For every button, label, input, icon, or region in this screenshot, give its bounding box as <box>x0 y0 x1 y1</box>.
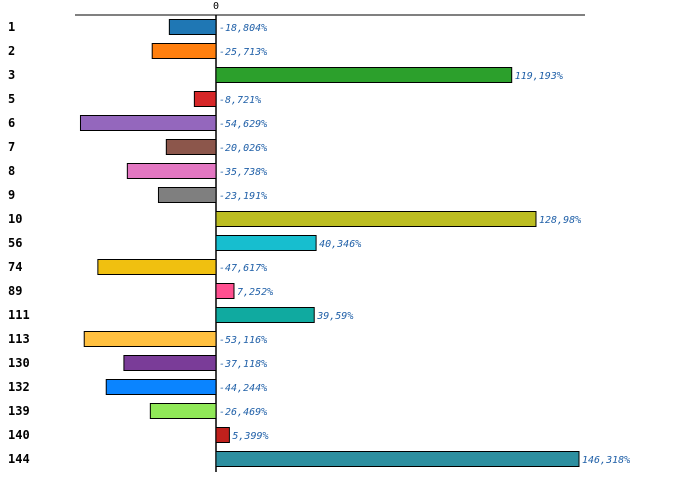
value-label: 7,252% <box>237 287 273 298</box>
bars-group: 1 -18,804% 2 -25,713% 3 119,193% 5 -8,721% 6 -54,… <box>8 19 630 467</box>
value-label: -8,721% <box>219 95 261 106</box>
value-label: -37,118% <box>219 359 267 370</box>
category-label: 3 <box>8 68 15 82</box>
category-label: 74 <box>8 260 22 274</box>
value-label: 119,193% <box>515 71 563 82</box>
category-label: 10 <box>8 212 22 226</box>
category-label: 8 <box>8 164 15 178</box>
bar <box>215 307 315 323</box>
value-label: 40,346% <box>319 239 361 250</box>
bar <box>215 427 230 443</box>
bar <box>123 355 217 371</box>
bar <box>126 163 217 179</box>
value-label: -35,738% <box>219 167 267 178</box>
value-label: -54,629% <box>219 119 267 130</box>
category-label: 5 <box>8 92 15 106</box>
category-label: 2 <box>8 44 15 58</box>
bar <box>165 139 217 155</box>
bar <box>168 19 217 35</box>
value-label: -23,191% <box>219 191 267 202</box>
category-label: 89 <box>8 284 22 298</box>
value-label: -44,244% <box>219 383 267 394</box>
category-label: 130 <box>8 356 30 370</box>
value-label: 5,399% <box>232 431 268 442</box>
value-label: -53,116% <box>219 335 267 346</box>
category-label: 1 <box>8 20 15 34</box>
category-label: 56 <box>8 236 22 250</box>
bar <box>83 331 217 347</box>
bar <box>215 451 580 467</box>
category-label: 132 <box>8 380 30 394</box>
value-label: -25,713% <box>219 47 267 58</box>
bar <box>97 259 217 275</box>
bar <box>151 43 217 59</box>
bar <box>215 235 317 251</box>
category-label: 139 <box>8 404 30 418</box>
bar <box>79 115 217 131</box>
value-label: -26,469% <box>219 407 267 418</box>
value-label: 128,98% <box>539 215 581 226</box>
value-label: 146,318% <box>582 455 630 466</box>
category-label: 9 <box>8 188 15 202</box>
category-label: 140 <box>8 428 30 442</box>
category-label: 7 <box>8 140 15 154</box>
category-label: 111 <box>8 308 30 322</box>
value-label: -18,804% <box>219 23 267 34</box>
bar <box>157 187 217 203</box>
bar <box>215 211 537 227</box>
value-label: -47,617% <box>219 263 267 274</box>
category-label: 6 <box>8 116 15 130</box>
bar <box>215 283 235 299</box>
bar <box>215 67 513 83</box>
category-label: 113 <box>8 332 30 346</box>
bar <box>149 403 217 419</box>
bar <box>193 91 217 107</box>
category-label: 144 <box>8 452 30 466</box>
value-label: 39,59% <box>316 311 353 322</box>
value-label: -20,026% <box>219 143 267 154</box>
bar <box>105 379 217 395</box>
zero-tick-label: 0 <box>213 1 219 12</box>
